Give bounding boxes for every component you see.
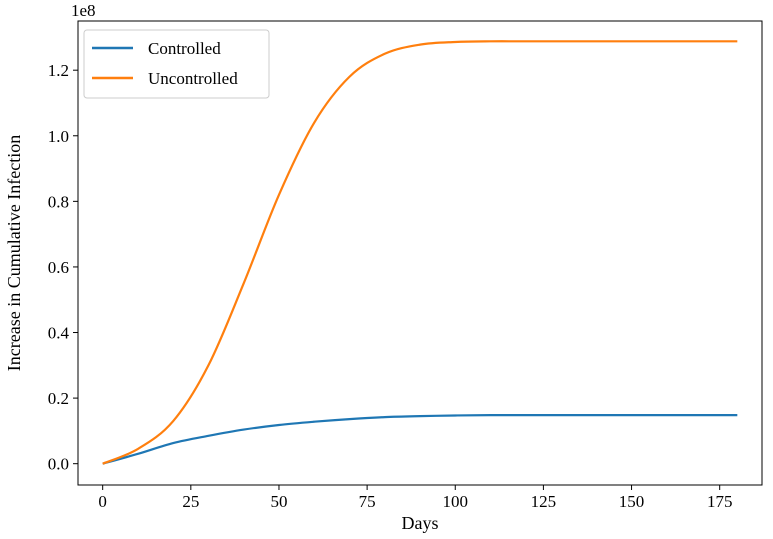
y-tick-label: 0.0 [48,455,69,474]
y-axis: 0.0 0.2 0.4 0.6 0.8 1.0 1.2 [48,61,78,474]
legend-label-uncontrolled: Uncontrolled [148,69,238,88]
x-tick-label: 175 [707,492,733,511]
y-tick-label: 1.2 [48,61,69,80]
legend: Controlled Uncontrolled [83,29,270,99]
series-line-controlled [102,414,738,465]
x-axis: 0 25 50 75 100 125 150 175 [98,485,732,511]
x-tick-label: 0 [98,492,107,511]
plot-frame [77,20,763,486]
y-axis-title: Increase in Cumulative Infection [4,135,24,371]
x-tick-label: 50 [270,492,287,511]
x-tick-label: 125 [531,492,557,511]
x-tick-label: 75 [359,492,376,511]
y-tick-label: 0.2 [48,389,69,408]
x-tick-label: 150 [619,492,645,511]
x-axis-title: Days [402,513,439,533]
y-tick-label: 0.8 [48,192,69,211]
y-tick-label: 1.0 [48,127,69,146]
y-tick-label: 0.6 [48,258,69,277]
x-tick-label: 25 [182,492,199,511]
x-tick-label: 100 [443,492,469,511]
plot-lines [102,40,738,465]
y-axis-offset-label: 1e8 [71,1,96,20]
y-tick-label: 0.4 [48,324,70,343]
series-line-uncontrolled [102,40,738,465]
legend-label-controlled: Controlled [148,39,221,58]
